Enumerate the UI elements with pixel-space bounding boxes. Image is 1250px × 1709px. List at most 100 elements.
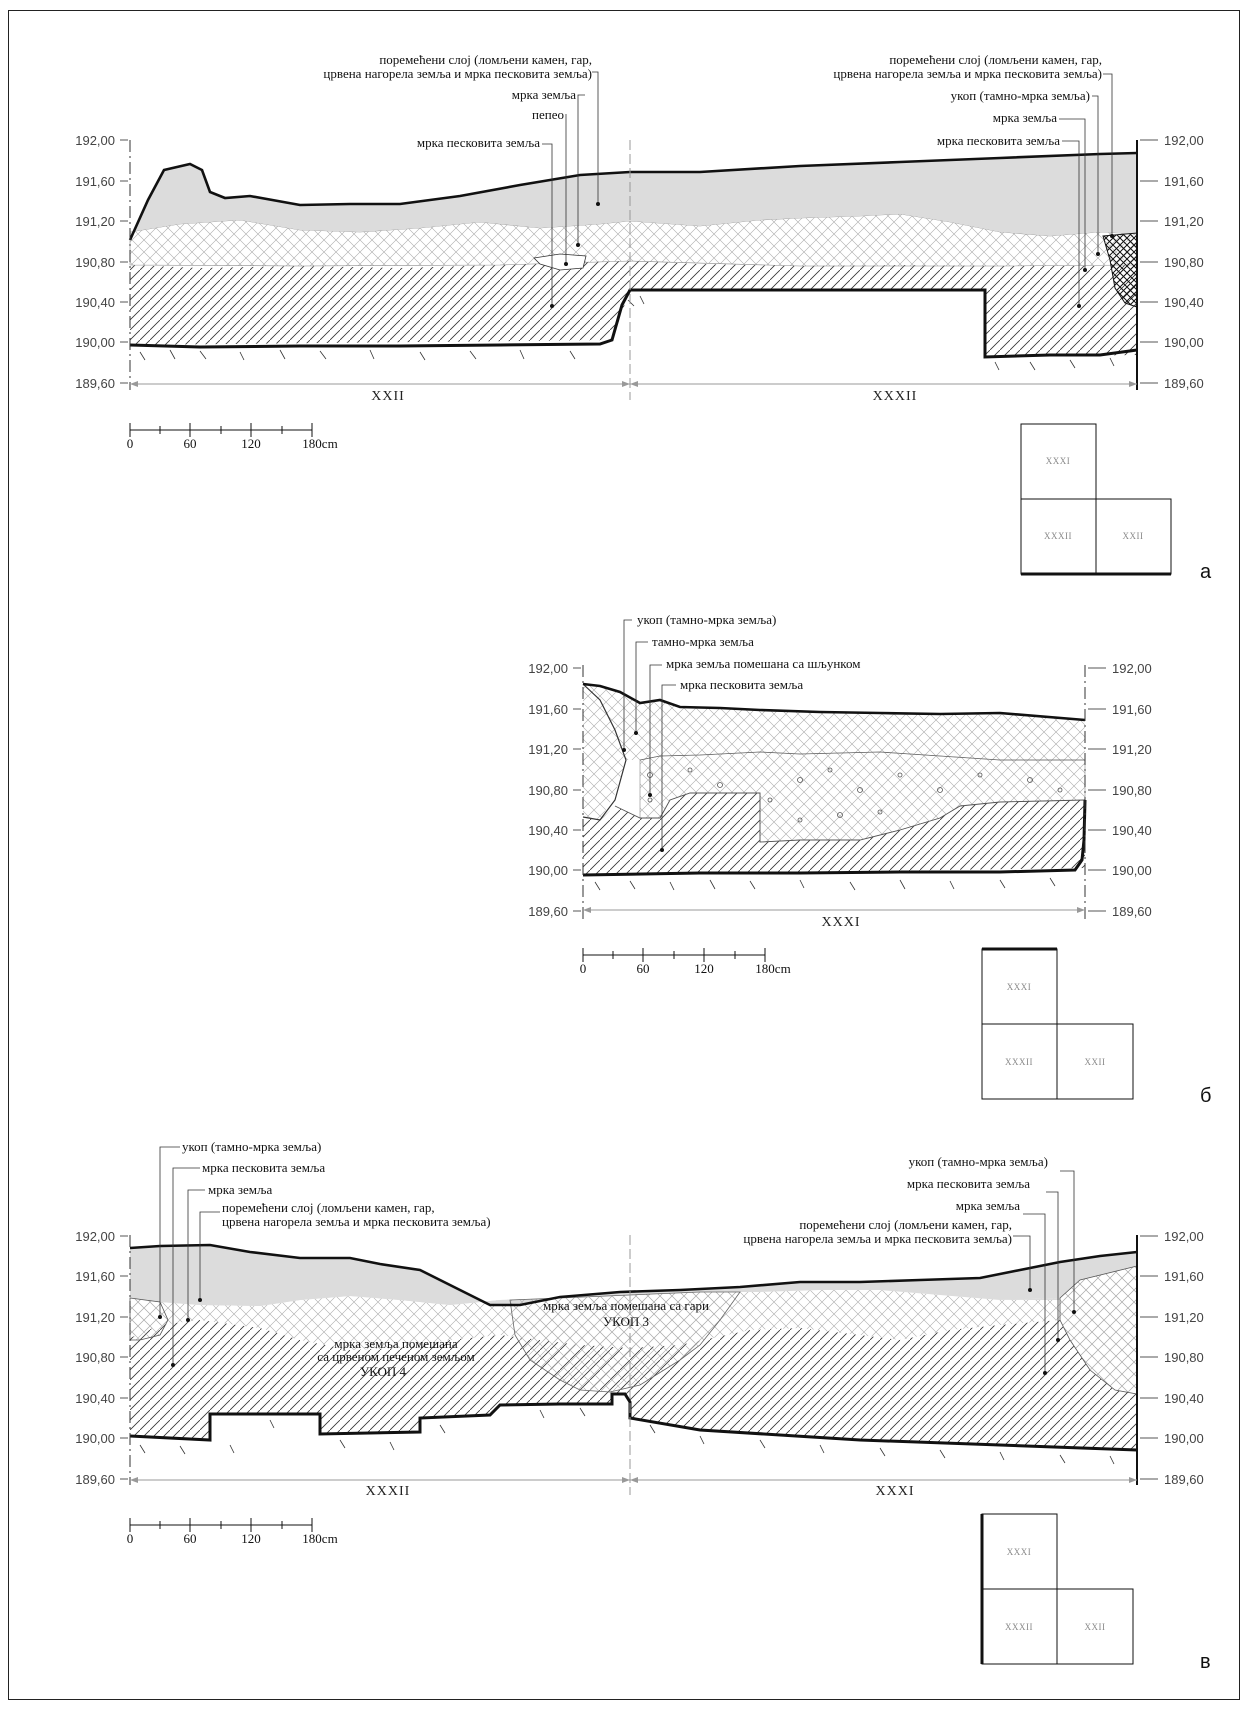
- profile-v-elevation-right: 192,00 191,60 191,20 190,80 190,40 190,0…: [1140, 1229, 1204, 1487]
- profile-letter: б: [1200, 1085, 1211, 1107]
- pit-label: УКОП 3: [603, 1314, 649, 1329]
- profile-a-disturbed-layer: [130, 153, 1137, 240]
- key-plan-v: [980, 1513, 1134, 1665]
- grid-label: XXII: [1085, 1057, 1106, 1067]
- grid-label: XXXII: [1005, 1057, 1033, 1067]
- elev-tick: 191,20: [1112, 742, 1152, 757]
- elev-tick: 190,00: [1112, 863, 1152, 878]
- layer-label: укоп (тамно-мрка земља): [637, 612, 776, 627]
- elev-tick: 192,00: [1164, 1229, 1204, 1244]
- elev-tick: 190,80: [75, 1350, 115, 1365]
- elev-tick: 190,40: [1164, 1391, 1204, 1406]
- elev-tick: 189,60: [1164, 1472, 1204, 1487]
- layer-label: мрка песковита земља: [937, 133, 1060, 148]
- elev-tick: 190,80: [75, 255, 115, 270]
- elev-tick: 190,80: [1164, 255, 1204, 270]
- elev-tick: 191,20: [528, 742, 568, 757]
- layer-label: тамно-мрка земља: [652, 634, 754, 649]
- layer-label: мрка земља: [993, 110, 1057, 125]
- elev-tick: 191,60: [1112, 702, 1152, 717]
- layer-label: црвена нагорела земља и мрка песковита з…: [743, 1231, 1012, 1246]
- elev-tick: 189,60: [75, 1472, 115, 1487]
- elev-tick: 190,00: [1164, 335, 1204, 350]
- layer-label: мрка земља помешана са гари: [543, 1298, 709, 1313]
- profile-a-elevation-left: 192,00 191,60 191,20 190,80 190,40 190,0…: [75, 133, 128, 391]
- profile-b-elevation-left: 192,00 191,60 191,20 190,80 190,40 190,0…: [528, 661, 581, 919]
- elev-tick: 189,60: [75, 376, 115, 391]
- layer-label: мрка песковита земља: [680, 677, 803, 692]
- elev-tick: 190,40: [75, 1391, 115, 1406]
- grid-label: XXXI: [1007, 982, 1032, 992]
- scale-tick: 60: [184, 436, 197, 451]
- elev-tick: 191,60: [75, 174, 115, 189]
- elev-tick: 190,00: [528, 863, 568, 878]
- profile-b: 192,00 191,60 191,20 190,80 190,40 190,0…: [528, 612, 1211, 1107]
- section-label: XXXI: [822, 915, 861, 930]
- elev-tick: 189,60: [1112, 904, 1152, 919]
- grid-label: XXII: [1123, 531, 1144, 541]
- layer-label: црвена нагорела земља и мрка песковита з…: [833, 66, 1102, 81]
- elev-tick: 191,60: [1164, 1269, 1204, 1284]
- layer-label: мрка песковита земља: [417, 135, 540, 150]
- layer-label: мрка земља: [208, 1182, 272, 1197]
- key-plan-b: [981, 947, 1134, 1100]
- grid-label: XXXII: [1044, 531, 1072, 541]
- layer-label: мрка песковита земља: [907, 1176, 1030, 1191]
- elev-tick: 190,40: [528, 823, 568, 838]
- elev-tick: 189,60: [1164, 376, 1204, 391]
- elev-tick: 189,60: [528, 904, 568, 919]
- profile-b-elevation-right: 192,00 191,60 191,20 190,80 190,40 190,0…: [1088, 661, 1152, 919]
- layer-label: поремећени слој (ломљени камен, гар,: [799, 1217, 1012, 1232]
- profile-a-elevation-right: 192,00 191,60 191,20 190,80 190,40 190,0…: [1140, 133, 1204, 391]
- scale-bar: 0 60 120 180cm: [580, 948, 791, 976]
- scale-bar: 0 60 120 180cm: [127, 423, 338, 451]
- layer-label: укоп (тамно-мрка земља): [951, 88, 1090, 103]
- elev-tick: 191,60: [75, 1269, 115, 1284]
- scale-tick: 0: [127, 1531, 134, 1546]
- elev-tick: 191,60: [1164, 174, 1204, 189]
- elev-tick: 191,20: [75, 1310, 115, 1325]
- elev-tick: 191,20: [75, 214, 115, 229]
- figure-frame: [8, 10, 1240, 1700]
- scale-tick: 60: [637, 961, 650, 976]
- scale-bar: 0 60 120 180cm: [127, 1518, 338, 1546]
- profile-v-elevation-left: 192,00 191,60 191,20 190,80 190,40 190,0…: [75, 1229, 128, 1487]
- section-label: XXXII: [366, 1484, 411, 1499]
- profile-a-sandy-earth-layer: [130, 261, 1137, 357]
- layer-label: укоп (тамно-мрка земља): [909, 1154, 1048, 1169]
- layer-label: поремећени слој (ломљени камен, гар,: [889, 52, 1102, 67]
- elev-tick: 190,40: [75, 295, 115, 310]
- profile-b-sandy-earth-layer: [583, 793, 1085, 875]
- scale-tick: 0: [127, 436, 134, 451]
- elev-tick: 190,40: [1112, 823, 1152, 838]
- scale-tick: 180cm: [302, 436, 337, 451]
- profile-letter: а: [1200, 561, 1212, 583]
- scale-tick: 180cm: [755, 961, 790, 976]
- profile-letter: в: [1200, 1651, 1211, 1673]
- pit-label: УКОП 4: [360, 1364, 407, 1379]
- key-plan-a: [1020, 423, 1172, 576]
- elev-tick: 192,00: [75, 1229, 115, 1244]
- layer-label: пепео: [532, 107, 564, 122]
- layer-label: мрка земља: [512, 87, 576, 102]
- layer-label: поремећени слој (ломљени камен, гар,: [222, 1200, 435, 1215]
- layer-label: мрка земља помешана: [334, 1336, 457, 1351]
- elev-tick: 192,00: [75, 133, 115, 148]
- elev-tick: 190,00: [1164, 1431, 1204, 1446]
- elev-tick: 190,40: [1164, 295, 1204, 310]
- layer-label: мрка песковита земља: [202, 1160, 325, 1175]
- profile-a: 192,00 191,60 191,20 190,80 190,40 190,0…: [75, 52, 1212, 583]
- scale-tick: 180cm: [302, 1531, 337, 1546]
- scale-tick: 120: [694, 961, 714, 976]
- grid-label: XXXI: [1007, 1547, 1032, 1557]
- layer-label: мрка земља помешана са шљунком: [666, 656, 860, 671]
- elev-tick: 191,60: [528, 702, 568, 717]
- elev-tick: 190,80: [1164, 1350, 1204, 1365]
- elev-tick: 190,80: [1112, 783, 1152, 798]
- section-label: XXXII: [873, 389, 918, 404]
- scale-tick: 0: [580, 961, 587, 976]
- elev-tick: 192,00: [1164, 133, 1204, 148]
- layer-label: поремећени слој (ломљени камен, гар,: [379, 52, 592, 67]
- section-label: XXII: [371, 389, 405, 404]
